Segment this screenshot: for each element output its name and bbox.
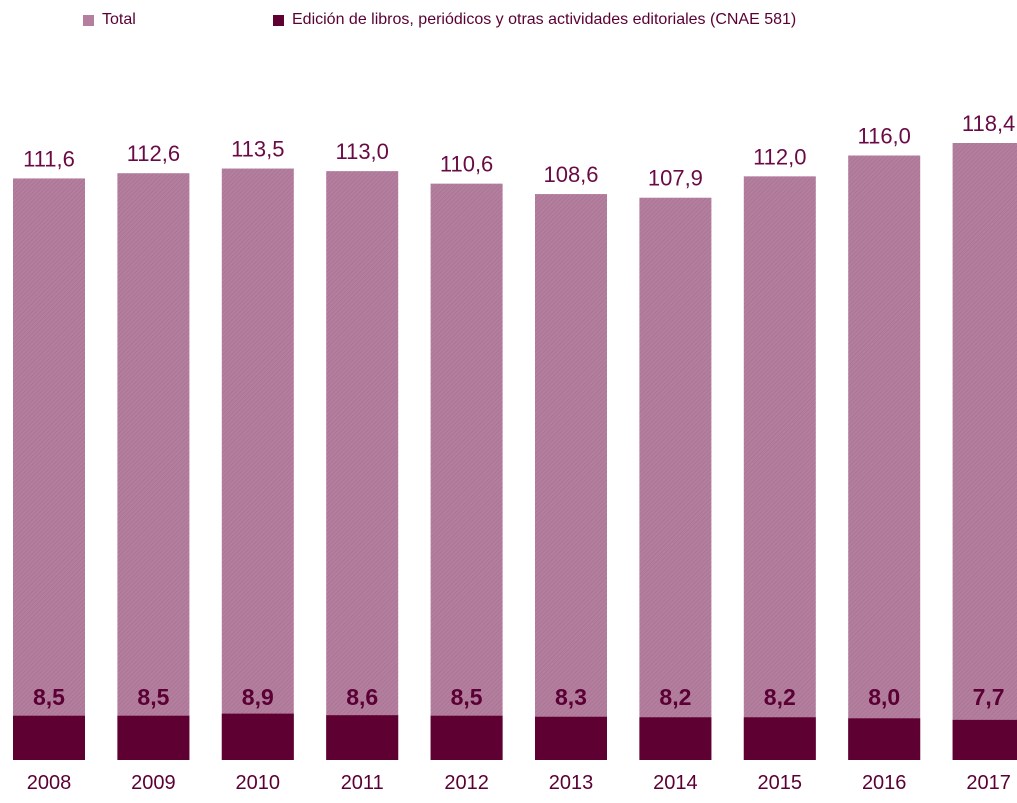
label-cnae581-2013: 8,3 bbox=[555, 684, 587, 710]
label-cnae581-2010: 8,9 bbox=[242, 684, 274, 710]
x-tick-2015: 2015 bbox=[758, 772, 803, 794]
bar-cnae581-2016 bbox=[848, 718, 921, 760]
legend-item-total: Total bbox=[83, 11, 136, 29]
bar-cnae581-2012 bbox=[430, 715, 503, 760]
bar-total-2011 bbox=[326, 171, 399, 760]
legend-swatch-total bbox=[83, 14, 94, 26]
label-total-2015: 112,0 bbox=[753, 144, 806, 169]
label-total-2013: 108,6 bbox=[543, 162, 598, 187]
label-cnae581-2012: 8,5 bbox=[451, 684, 483, 710]
label-cnae581-2011: 8,6 bbox=[346, 684, 378, 710]
bar-total-2012 bbox=[430, 183, 503, 760]
bar-cnae581-2014 bbox=[639, 717, 712, 760]
data-labels: 111,6 8,5 112,6 8,5 113,5 8,9 113,0 8,6 110,6 8,5… bbox=[23, 111, 1015, 710]
label-total-2016: 116,0 bbox=[857, 124, 910, 149]
bar-total-2015 bbox=[743, 176, 816, 761]
label-cnae581-2015: 8,2 bbox=[764, 684, 796, 710]
x-tick-2016: 2016 bbox=[862, 772, 907, 794]
bar-total-2008 bbox=[13, 178, 85, 761]
legend-label-total: Total bbox=[102, 11, 136, 28]
bar-cnae581-2017 bbox=[952, 719, 1017, 760]
bar-total-2017 bbox=[952, 143, 1017, 760]
bar-total-2010 bbox=[221, 168, 294, 761]
x-tick-2014: 2014 bbox=[653, 772, 698, 794]
label-cnae581-2009: 8,5 bbox=[137, 684, 169, 710]
bar-cnae581-2013 bbox=[535, 716, 607, 760]
label-total-2009: 112,6 bbox=[127, 141, 180, 166]
x-tick-2012: 2012 bbox=[444, 772, 489, 794]
label-total-2010: 113,5 bbox=[231, 137, 284, 162]
x-tick-2010: 2010 bbox=[236, 772, 281, 794]
bar-cnae581-2011 bbox=[326, 715, 399, 760]
bar-cnae581-2009 bbox=[117, 715, 190, 760]
bar-cnae581-2015 bbox=[743, 717, 816, 760]
x-tick-2008: 2008 bbox=[27, 772, 72, 794]
label-cnae581-2016: 8,0 bbox=[868, 684, 900, 710]
legend-swatch-cnae581 bbox=[273, 14, 284, 26]
legend-label-cnae581: Edición de libros, periódicos y otras ac… bbox=[292, 11, 797, 28]
label-total-2017: 118,4 bbox=[962, 111, 1015, 136]
label-cnae581-2008: 8,5 bbox=[33, 684, 65, 710]
label-total-2011: 113,0 bbox=[335, 139, 388, 164]
bar-total-2014 bbox=[639, 197, 712, 761]
bar-total-2013 bbox=[535, 194, 607, 760]
chart-legend: Total Edición de libros, periódicos y ot… bbox=[0, 0, 1017, 40]
label-cnae581-2014: 8,2 bbox=[659, 684, 691, 710]
bar-cnae581-2008 bbox=[13, 715, 85, 760]
label-total-2012: 110,6 bbox=[440, 152, 493, 177]
series-cnae581-bars bbox=[13, 713, 1017, 760]
bar-total-2009 bbox=[117, 173, 190, 760]
x-tick-2009: 2009 bbox=[131, 772, 176, 794]
label-total-2008: 111,6 bbox=[23, 146, 75, 171]
x-tick-2013: 2013 bbox=[549, 772, 594, 794]
x-tick-2011: 2011 bbox=[341, 772, 384, 794]
x-axis-ticks: 2008 2009 2010 2011 2012 2013 2014 2015 2016 2017 bbox=[27, 772, 1011, 794]
label-cnae581-2017: 7,7 bbox=[973, 684, 1005, 710]
legend-item-cnae581: Edición de libros, periódicos y otras ac… bbox=[273, 11, 796, 29]
label-total-2014: 107,9 bbox=[648, 166, 703, 191]
x-tick-2017: 2017 bbox=[966, 772, 1011, 794]
series-total-bars bbox=[13, 143, 1017, 761]
bar-total-2016 bbox=[848, 155, 921, 760]
bar-cnae581-2010 bbox=[221, 713, 294, 760]
